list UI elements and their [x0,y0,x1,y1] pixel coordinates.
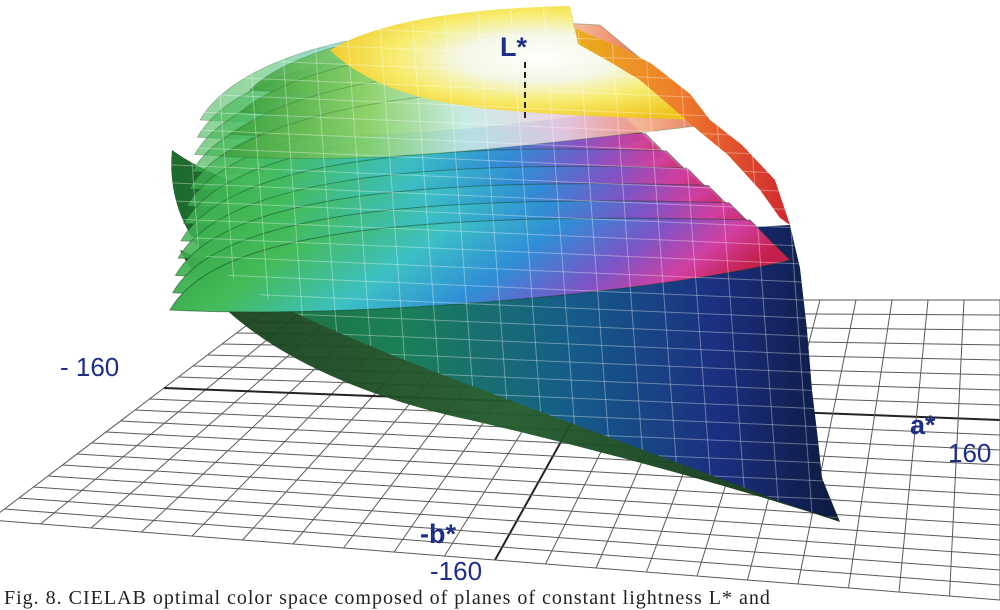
floor-grid-line [62,464,1000,526]
floor-grid-line [105,431,1000,481]
floor-grid-line [76,453,1000,511]
a-axis-label: a* [910,410,936,440]
gamut-rim [570,6,790,225]
floor-grid-line [4,508,1000,586]
floor-grid-line [18,497,1000,571]
surface-tile-line [171,289,839,321]
lightness-slice [169,217,791,313]
surface-tile-line [171,145,839,177]
surface-tile-line [641,6,683,520]
floor-grid-line [949,299,965,597]
floor-grid-line [120,420,1000,466]
surface-tile-line [171,181,839,213]
surface-tile-line [171,127,839,159]
tick-neg-a: - 160 [60,352,119,382]
surface-tile-line [171,217,839,249]
surface-tile-line [171,199,839,231]
surface-tile-line [171,271,839,303]
surface-tile-line [171,505,839,520]
figure-caption: Fig. 8. CIELAB optimal color space compo… [4,587,771,609]
floor-grid-line [91,442,1000,496]
floor-grid-line [848,299,893,589]
surface-tile-line [674,6,716,520]
floor-grid-line [898,299,929,593]
surface-tile-line [171,253,839,285]
tick-pos-a: 160 [948,438,991,468]
l-axis-label: L* [500,32,527,62]
floor-grid-line [47,475,1000,541]
floor-grid-line [797,299,857,585]
gamut-cap [330,6,710,120]
surface-tile-line [171,235,839,267]
surface-tile-line [171,163,839,195]
floor-grid-line [0,520,1000,601]
b-axis-label: -b* [420,519,456,549]
tick-neg-b: -160 [430,556,482,586]
floor-grid-line [33,486,1000,556]
